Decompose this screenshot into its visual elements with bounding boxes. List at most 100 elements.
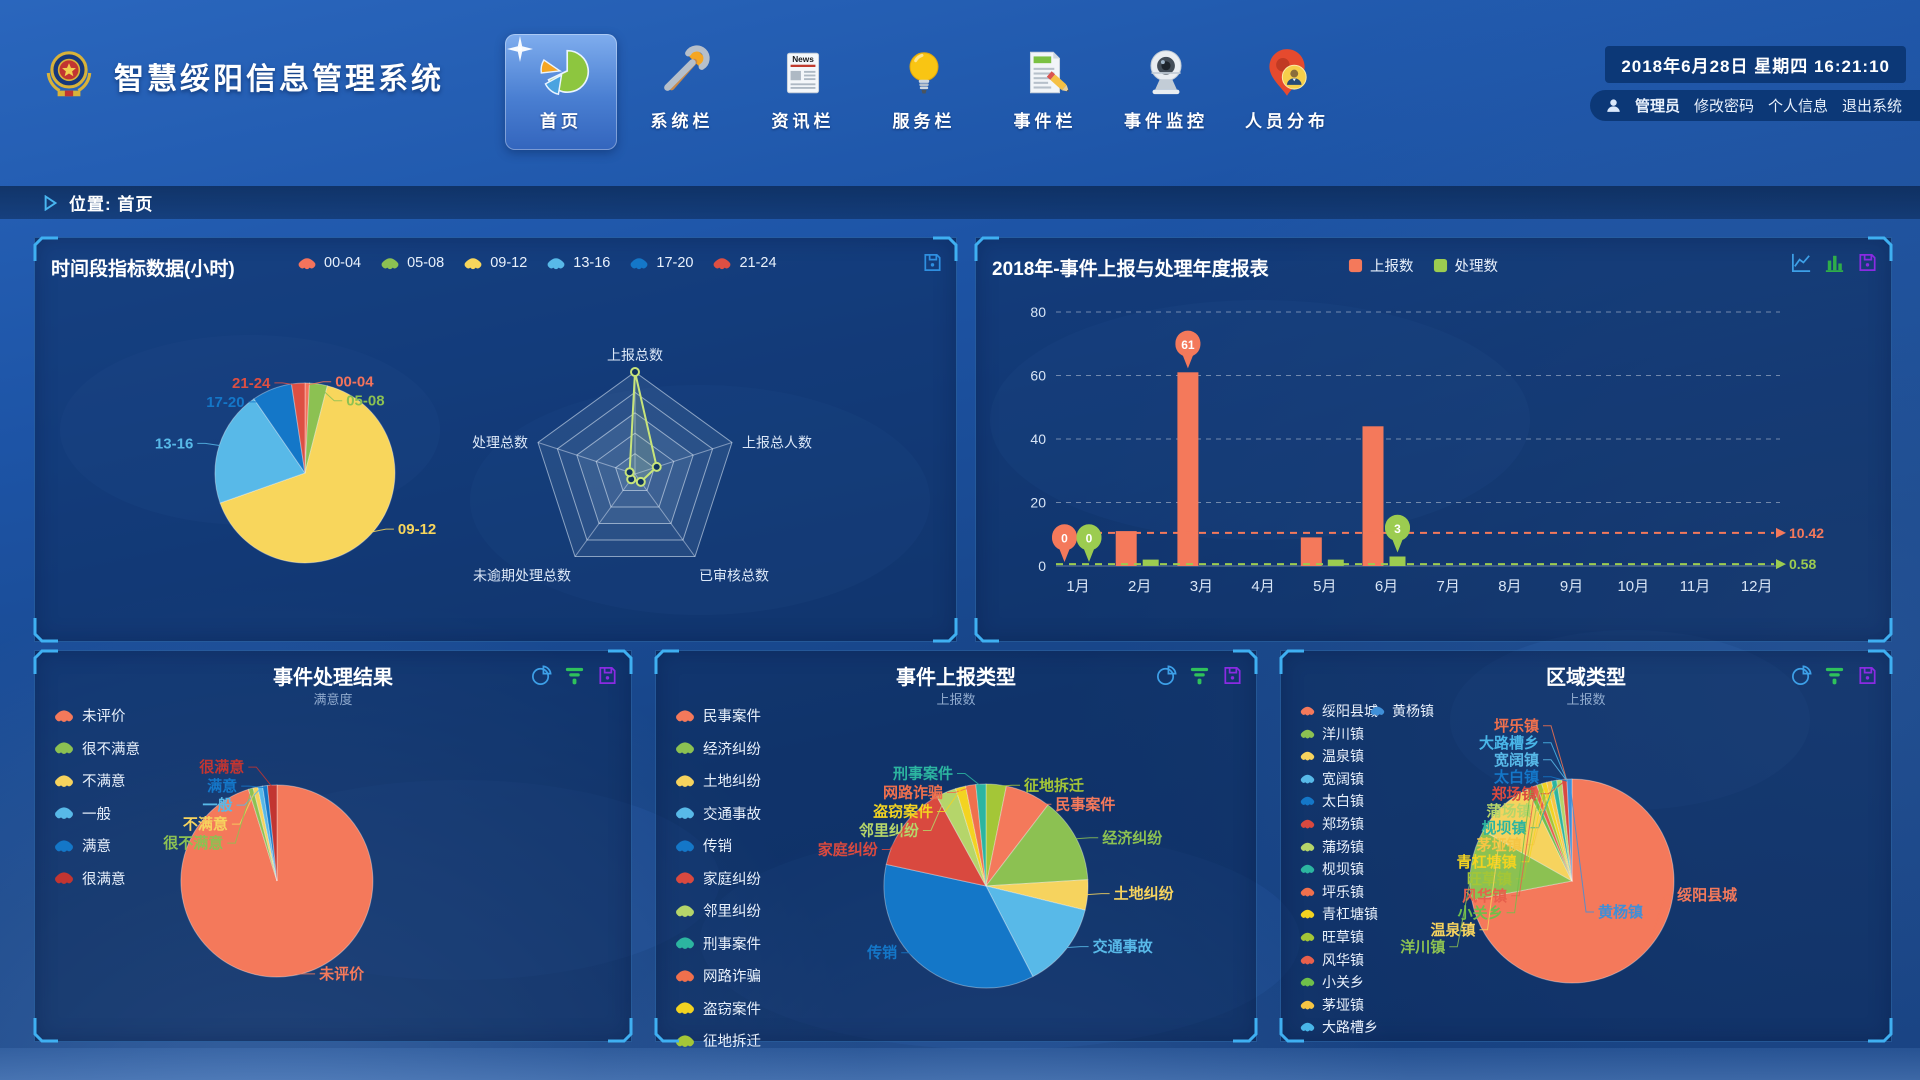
nav-item-system[interactable]: 系统栏 <box>626 34 738 150</box>
legend-item[interactable]: 郑场镇 <box>1299 814 1364 834</box>
pie-slice[interactable] <box>985 885 1086 978</box>
bar[interactable] <box>1362 426 1384 566</box>
legend-item[interactable]: 21-24 <box>712 255 777 271</box>
pie-slice[interactable] <box>262 784 278 882</box>
legend-item[interactable]: 13-16 <box>546 255 610 271</box>
legend-item[interactable]: 土地纠纷 <box>674 770 761 791</box>
legend-item[interactable]: 旺草镇 <box>1299 927 1364 947</box>
legend-item[interactable]: 黄杨镇 <box>1369 701 1434 721</box>
nav-item-news[interactable]: News 资讯栏 <box>747 34 859 150</box>
yearly-bar-chart[interactable]: 0 20 40 60 80 1月 2月 3月 4月 5月 6月 7月 8月 9月 10月 11月 12月 10.4… <box>984 284 1884 636</box>
line-chart-icon[interactable] <box>1790 251 1813 274</box>
nav-item-monitor[interactable]: 事件监控 <box>1110 34 1222 150</box>
save-icon[interactable] <box>596 664 619 687</box>
bar[interactable] <box>1142 559 1159 566</box>
legend-item[interactable]: 很不满意 <box>53 738 140 759</box>
pie-slice[interactable] <box>1545 780 1573 882</box>
pie-chart-icon[interactable] <box>1790 664 1813 687</box>
time-pie-chart[interactable]: 00-04 05-08 09-12 21-24 17-20 13-16 <box>43 284 483 636</box>
pie-slice[interactable] <box>1551 779 1573 882</box>
pie-slice[interactable] <box>1541 781 1573 882</box>
funnel-icon[interactable] <box>563 664 586 687</box>
pie-slice[interactable] <box>219 385 396 564</box>
legend-item[interactable]: 传销 <box>674 835 761 856</box>
pie-slice[interactable] <box>180 784 374 978</box>
legend-item[interactable]: 蒲场镇 <box>1299 837 1364 857</box>
legend-item[interactable]: 宽阔镇 <box>1299 769 1364 789</box>
pie-slice[interactable] <box>1471 778 1675 984</box>
legend-item[interactable]: 民事案件 <box>674 705 761 726</box>
pie-chart-icon[interactable] <box>1155 664 1178 687</box>
legend-item[interactable]: 09-12 <box>463 255 527 271</box>
funnel-icon[interactable] <box>1823 664 1846 687</box>
pie-slice[interactable] <box>247 787 278 882</box>
legend-item[interactable]: 洋川镇 <box>1299 724 1364 744</box>
nav-item-people[interactable]: 人员分布 <box>1231 34 1343 150</box>
radar-point[interactable] <box>651 461 662 472</box>
legend-item[interactable]: 大路槽乡 <box>1299 1017 1378 1037</box>
legend-item[interactable]: 征地拆迁 <box>674 1030 761 1051</box>
legend-item[interactable]: 很满意 <box>53 868 140 889</box>
pie-slice[interactable] <box>1482 788 1574 883</box>
legend-item[interactable]: 网路诈骗 <box>674 965 761 986</box>
legend-item[interactable]: 风华镇 <box>1299 950 1364 970</box>
legend-item[interactable]: 交通事故 <box>674 803 761 824</box>
pie-slice[interactable] <box>304 382 329 474</box>
legend-item[interactable]: 茅垭镇 <box>1299 995 1364 1015</box>
legend-item[interactable]: 未评价 <box>53 705 140 726</box>
pie-slice[interactable] <box>266 784 278 882</box>
bar[interactable] <box>1327 559 1344 566</box>
legend-item[interactable]: 经济纠纷 <box>674 738 761 759</box>
legend-item[interactable]: 不满意 <box>53 770 140 791</box>
nav-item-event[interactable]: 事件栏 <box>989 34 1101 150</box>
legend-item[interactable]: 处理数 <box>1433 255 1498 276</box>
nav-item-service[interactable]: 服务栏 <box>868 34 980 150</box>
legend-item[interactable]: 满意 <box>53 835 140 856</box>
legend-item[interactable]: 家庭纠纷 <box>674 868 761 889</box>
pie-slice[interactable] <box>936 787 987 887</box>
bar[interactable] <box>1115 531 1137 566</box>
save-icon[interactable] <box>1856 251 1879 274</box>
legend-item[interactable]: 刑事案件 <box>674 933 761 954</box>
legend-item[interactable]: 枧坝镇 <box>1299 859 1364 879</box>
pie-slice[interactable] <box>984 804 1089 887</box>
save-icon[interactable] <box>1221 664 1244 687</box>
save-icon[interactable] <box>1856 664 1879 687</box>
pie-slice[interactable] <box>975 783 987 887</box>
save-icon[interactable] <box>921 251 944 274</box>
pie-slice[interactable] <box>883 863 1034 989</box>
legend-item[interactable]: 邻里纠纷 <box>674 900 761 921</box>
legend-item[interactable]: 05-08 <box>380 255 444 271</box>
bar[interactable] <box>1300 537 1322 566</box>
radar-point[interactable] <box>630 367 640 377</box>
profile-link[interactable]: 个人信息 <box>1767 98 1828 115</box>
legend-item[interactable]: 绥阳县城 <box>1299 701 1378 721</box>
change-password-link[interactable]: 修改密码 <box>1693 98 1754 115</box>
legend-item[interactable]: 上报数 <box>1348 255 1414 276</box>
type-pie-chart[interactable]: 征地拆迁民事案件经济纠纷土地纠纷交通事故刑事案件网路诈骗盗窃案件邻里纠纷家庭纠纷… <box>656 697 1256 1041</box>
pie-slice[interactable] <box>304 382 311 474</box>
funnel-icon[interactable] <box>1188 664 1211 687</box>
logout-link[interactable]: 退出系统 <box>1841 98 1902 115</box>
pie-slice[interactable] <box>1531 784 1573 882</box>
legend-item[interactable]: 小关乡 <box>1299 972 1364 992</box>
nav-item-home[interactable]: 首页 <box>505 34 617 150</box>
legend-item[interactable]: 温泉镇 <box>1299 746 1364 766</box>
legend-item[interactable]: 17-20 <box>629 255 693 271</box>
pie-slice[interactable] <box>955 785 987 887</box>
bar[interactable] <box>1177 372 1199 566</box>
bar[interactable] <box>1389 556 1406 567</box>
pie-chart-icon[interactable] <box>530 664 553 687</box>
pie-slice[interactable] <box>965 783 987 887</box>
bar-chart-icon[interactable] <box>1823 251 1846 274</box>
radar-point[interactable] <box>624 467 635 478</box>
legend-item[interactable]: 一般 <box>53 803 140 824</box>
legend-item[interactable]: 坪乐镇 <box>1299 882 1364 902</box>
legend-item[interactable]: 盗窃案件 <box>674 998 761 1019</box>
legend-item[interactable]: 太白镇 <box>1299 791 1364 811</box>
legend-item[interactable]: 青杠塘镇 <box>1299 904 1378 924</box>
pie-slice[interactable] <box>885 795 987 887</box>
